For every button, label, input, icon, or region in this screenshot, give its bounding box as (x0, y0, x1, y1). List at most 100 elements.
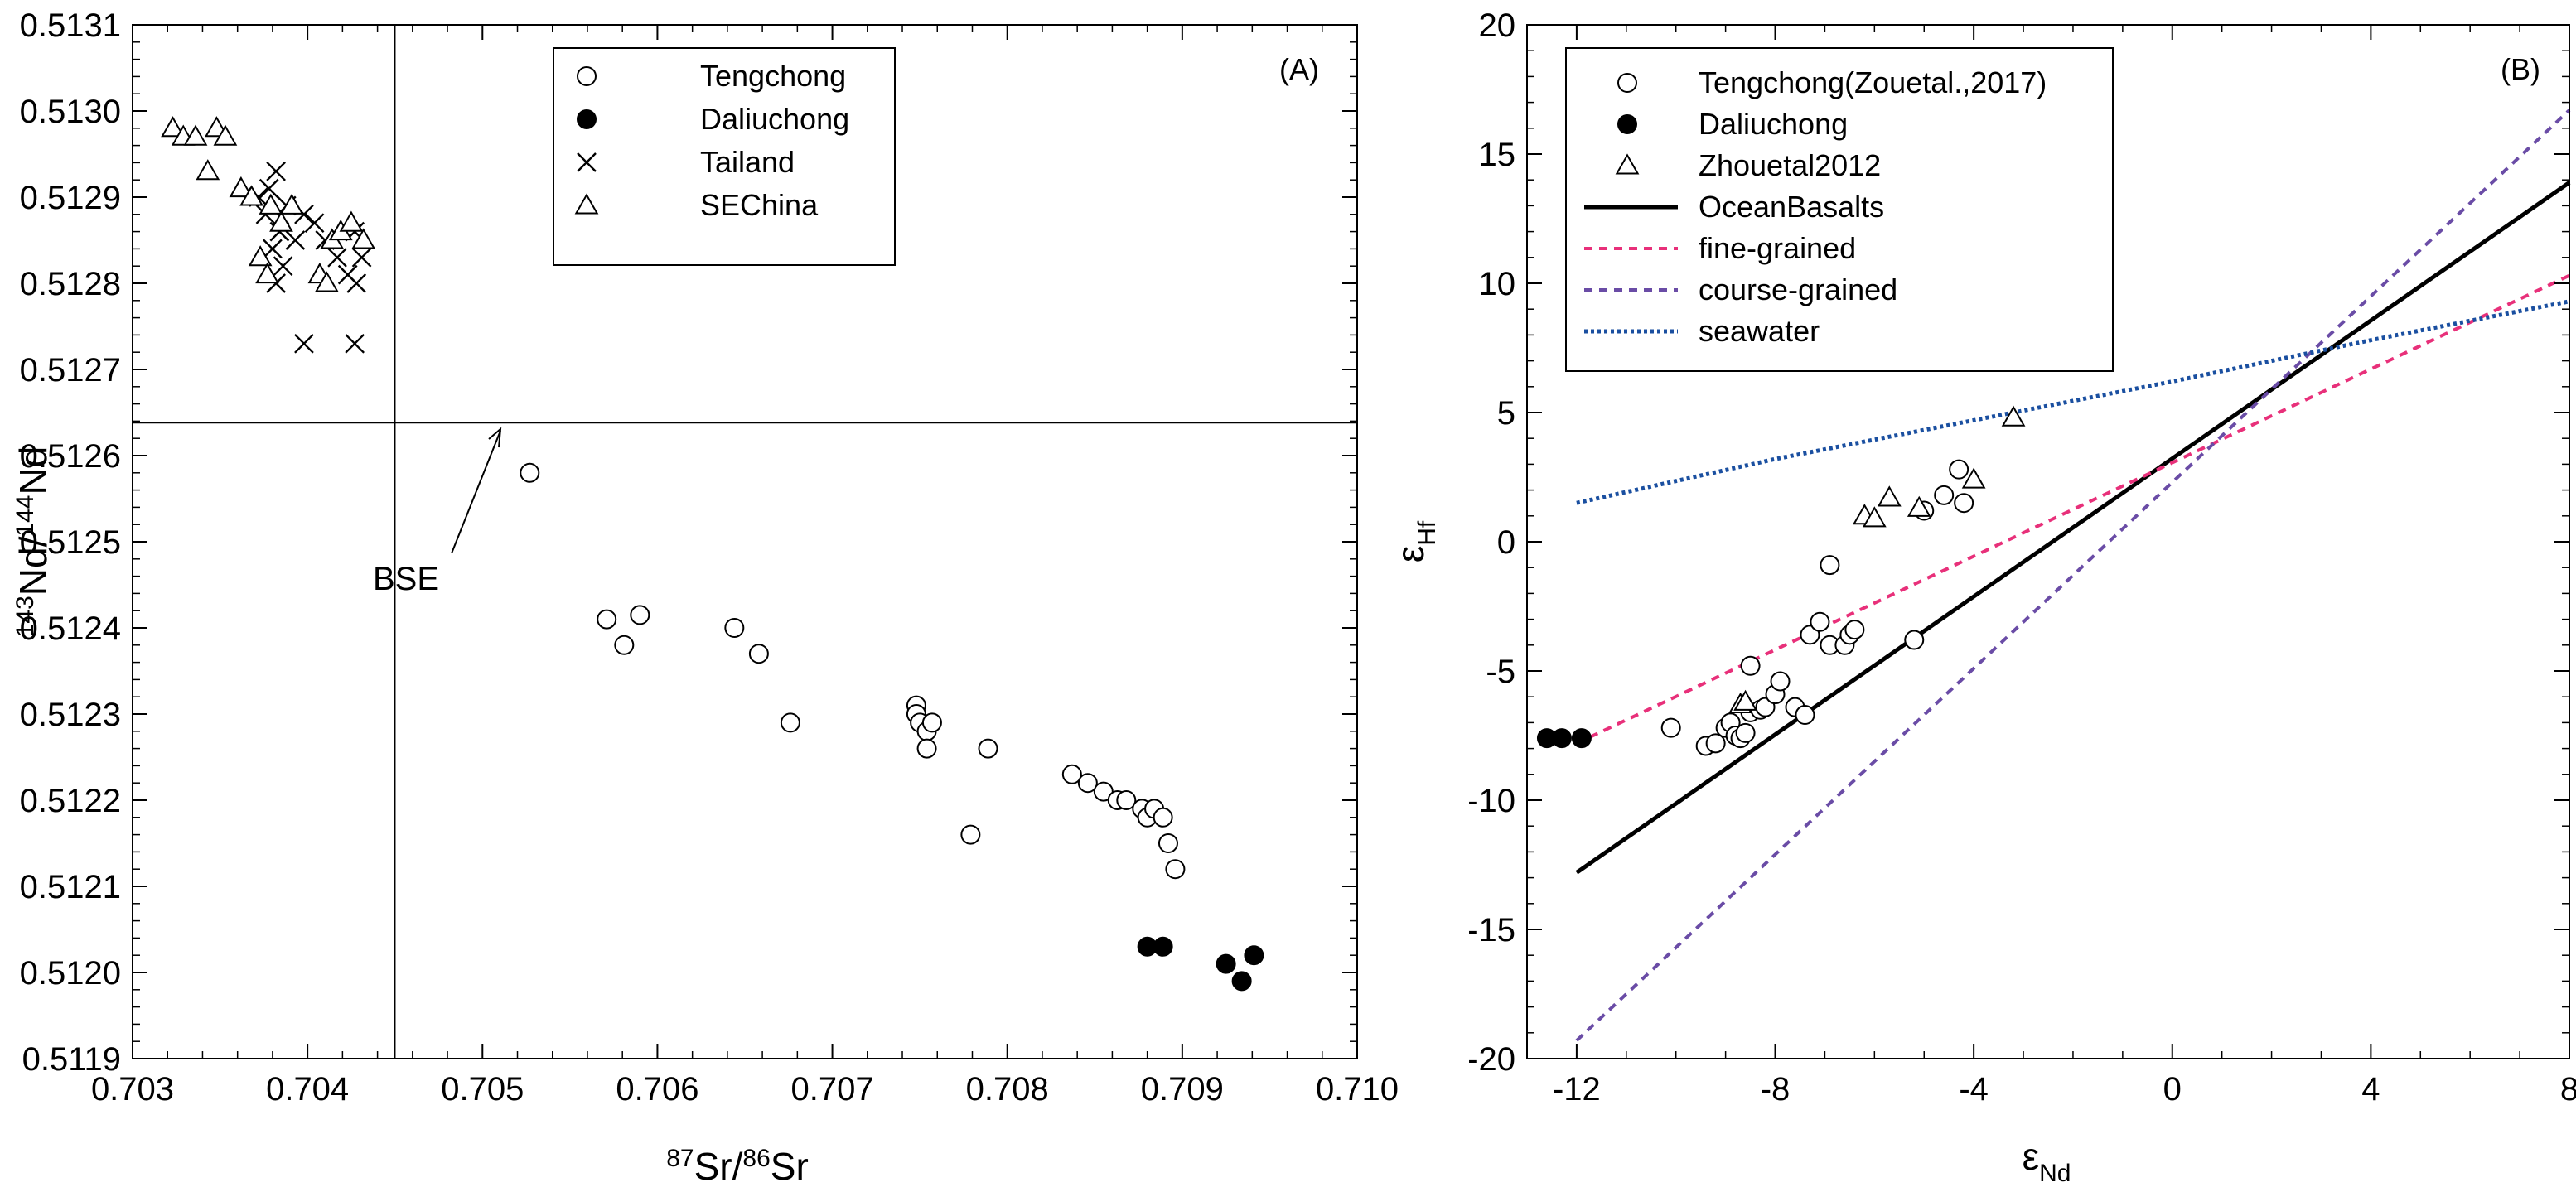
y-tick-label: 0.5127 (20, 352, 121, 388)
point-daliuchong (1571, 728, 1592, 749)
legend-label-tengchong: Tengchong (700, 59, 846, 93)
point-tengchong (780, 712, 800, 733)
point-tengchong (1158, 833, 1178, 853)
x-tick-label: 0.706 (616, 1071, 698, 1108)
y-tick-label: 0.5125 (20, 524, 121, 561)
point-daliuchong (1153, 936, 1173, 957)
point-sechina (351, 228, 376, 249)
point-tengchong (1153, 807, 1173, 828)
axis-ticks-b (1526, 24, 2570, 1059)
point-tengchong (614, 635, 635, 655)
point-tailand (285, 230, 306, 250)
y-tick-label: 10 (1479, 266, 1516, 302)
legend-label-tailand: Tailand (700, 145, 795, 179)
y-tick-label: 0.5121 (20, 869, 121, 905)
y-tick-label: 0.5124 (20, 610, 121, 647)
point-tengchong (978, 738, 998, 759)
x-tick-label: 4 (2361, 1071, 2380, 1108)
y-tick-label: -5 (1486, 654, 1515, 690)
point-tengchong (630, 605, 650, 625)
legend-label-course-grained: course-grained (1699, 273, 1897, 306)
point-tailand (263, 239, 283, 259)
point-tengchong (960, 824, 981, 845)
x-axis-label-a: 87Sr/86Sr (666, 1145, 809, 1188)
point-tengchong (520, 462, 540, 483)
y-tick-label: -15 (1467, 912, 1515, 948)
point-tengchong-zouetal-2017 (1800, 625, 1820, 645)
point-daliuchong (1231, 971, 1252, 992)
y-tick-label: 0.5122 (20, 783, 121, 819)
y-tick-label: 0.5131 (20, 7, 121, 44)
chart-panel-b: -12 -8 -4 0 4 8 -20 -15 -10 -5 0 5 10 15 20 (B) Tengc… (1389, 7, 2576, 1187)
x-tick-label: 0.705 (441, 1071, 524, 1108)
line-oceanbasalts (1575, 181, 2571, 875)
legend-label-sechina: SEChina (700, 188, 819, 222)
legend-label-oceanbasalts: OceanBasalts (1699, 190, 1884, 224)
point-tengchong-zouetal-2017 (1740, 655, 1761, 676)
point-sechina (183, 124, 208, 146)
point-tengchong-zouetal-2017 (1934, 485, 1955, 505)
point-tengchong-zouetal-2017 (1904, 630, 1925, 650)
data-points-a (161, 116, 1264, 992)
point-tailand (345, 333, 365, 354)
bse-annotation-arrow (451, 430, 501, 554)
point-tengchong (1061, 764, 1082, 784)
y-tick-label: 20 (1479, 7, 1516, 44)
point-tengchong-zouetal-2017 (1735, 722, 1756, 743)
point-sechina (229, 176, 254, 198)
point-tengchong (1165, 859, 1186, 880)
point-zhouetal2012 (1907, 495, 1931, 517)
point-tengchong (597, 609, 617, 630)
y-tick-label: 0.5126 (20, 438, 121, 475)
point-sechina (339, 210, 364, 232)
legend-a: Tengchong Daliuchong Tailand SEChina (553, 47, 896, 266)
axis-ticks-a (132, 24, 1358, 1059)
x-tick-label: 0 (2163, 1071, 2182, 1108)
point-tailand (273, 256, 293, 277)
point-tengchong-zouetal-2017 (1954, 493, 1974, 514)
legend-marker-tengchong (577, 66, 597, 86)
y-tick-label: 15 (1479, 137, 1516, 173)
legend-label-zhouetal2012: Zhouetal2012 (1699, 148, 1881, 182)
point-sechina (279, 193, 304, 215)
panel-label-b: (B) (2501, 52, 2540, 86)
chart-panel-a: 0.703 0.704 0.705 0.706 0.707 0.708 0.709 0.710… (12, 7, 1399, 1188)
y-axis-label-b: εHf (1389, 520, 1441, 562)
point-sechina (196, 159, 220, 181)
x-axis-label-b: εNd (2023, 1135, 2071, 1187)
point-sechina (161, 116, 185, 138)
point-tailand (259, 178, 279, 199)
point-sechina (248, 245, 273, 267)
point-tailand (351, 247, 372, 268)
point-tailand (266, 161, 286, 181)
legend-label-daliuchong: Daliuchong (1699, 107, 1848, 141)
y-tick-label: 0.5123 (20, 697, 121, 733)
bse-arrow-head (488, 427, 502, 448)
y-tick-label: 0.5120 (20, 955, 121, 992)
legend-box-b (1565, 47, 2114, 372)
x-tick-label: 0.704 (266, 1071, 349, 1108)
legend-marker-daliuchong (1617, 114, 1637, 134)
x-tick-labels-b: -12 -8 -4 0 4 8 (1553, 1071, 2576, 1108)
legend-label-fine-grained: fine-grained (1699, 231, 1856, 265)
point-sechina (269, 210, 293, 232)
point-daliuchong (1244, 945, 1264, 966)
panel-label-a: (A) (1279, 52, 1319, 86)
y-tick-label: 0.5129 (20, 180, 121, 216)
y-tick-labels-a: 0.5119 0.5120 0.5121 0.5122 0.5123 0.5124 0.51… (20, 7, 121, 1078)
x-tick-label: 0.710 (1316, 1071, 1399, 1108)
point-tengchong (916, 738, 937, 759)
point-zhouetal2012 (2001, 405, 2026, 427)
y-tick-label: 0.5128 (20, 266, 121, 302)
point-tailand (346, 273, 367, 293)
bse-reference-lines (133, 25, 1357, 1059)
point-sechina (314, 271, 339, 292)
x-tick-label: 0.708 (966, 1071, 1049, 1108)
x-tick-label: -8 (1761, 1071, 1791, 1108)
line-seawater (1576, 299, 2570, 505)
point-tengchong-zouetal-2017 (1820, 555, 1840, 576)
point-tengchong (748, 644, 769, 664)
legend-b: Tengchong(Zouetal.,2017) Daliuchong Zhouet… (1565, 47, 2114, 372)
y-tick-labels-b: -20 -15 -10 -5 0 5 10 15 20 (1467, 7, 1515, 1078)
y-axis-label-a: 143Nd/144Nd (12, 446, 55, 638)
